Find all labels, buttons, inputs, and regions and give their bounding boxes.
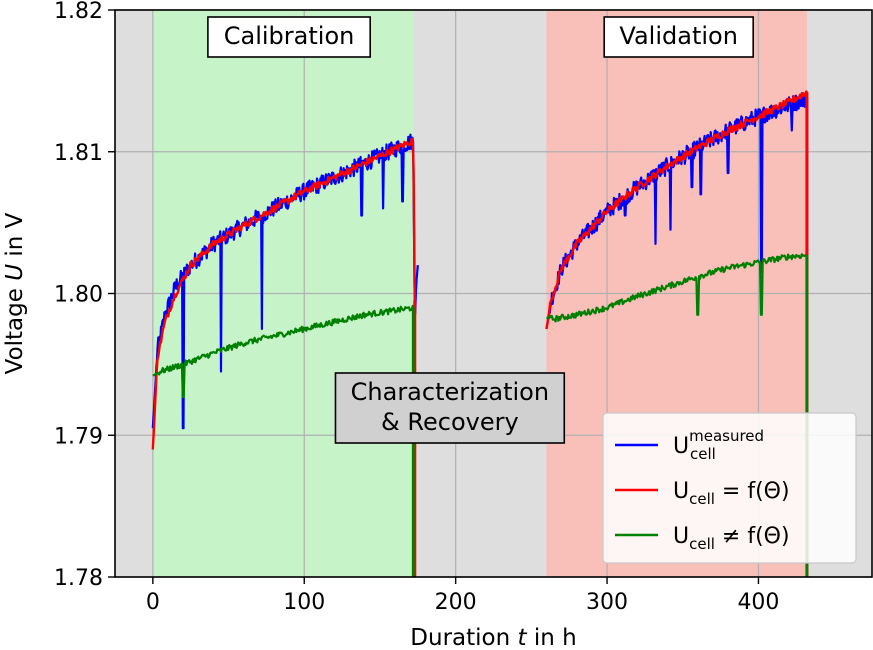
legend-label-0: Umeasured cell (673, 427, 764, 463)
legend-entry-0: Umeasured cell (615, 427, 764, 463)
region-label-0: Calibration (207, 16, 372, 58)
region-labels-layer: Calibration Characterization& Recovery Val… (207, 16, 754, 444)
legend-entry-2: Ucell ≠ f(Θ) (615, 524, 790, 553)
y-tick-label-2: 1.80 (54, 283, 103, 308)
region-label-1-line-1: & Recovery (381, 408, 519, 436)
region-label-0-box (207, 16, 372, 58)
legend-label-2: Ucell ≠ f(Θ) (673, 524, 790, 553)
region-label-2-box (603, 16, 754, 58)
region-label-1: Characterization& Recovery (334, 372, 566, 444)
region-label-1-box (334, 372, 566, 444)
x-tick-label-3: 300 (586, 590, 628, 615)
x-tick-label-1: 100 (283, 590, 325, 615)
legend: Umeasured cell Ucell = f(Θ) Ucell ≠ f(Θ) (602, 412, 857, 564)
y-tick-label-3: 1.81 (54, 141, 103, 166)
legend-entry-1: Ucell = f(Θ) (615, 479, 790, 508)
series-1-line (151, 90, 808, 450)
region-label-1-line-0: Characterization (351, 378, 549, 406)
region-label-2-line-0: Validation (619, 22, 738, 50)
region-label-2: Validation (603, 16, 754, 58)
legend-label-1: Ucell = f(Θ) (673, 479, 790, 508)
y-axis-label: Voltage U in V (2, 212, 28, 374)
x-tick-label-2: 200 (435, 590, 477, 615)
y-tick-label-4: 1.82 (54, 0, 103, 24)
axes-layer: 0 100 200 300 400 1.78 1.79 1.80 1.81 1.82 (54, 0, 873, 615)
region-label-0-line-0: Calibration (224, 22, 355, 50)
y-tick-label-0: 1.78 (54, 566, 103, 591)
x-tick-label-4: 400 (737, 590, 779, 615)
y-tick-label-1: 1.79 (54, 424, 103, 449)
legend-box (602, 412, 857, 564)
x-tick-label-0: 0 (146, 590, 160, 615)
series-2-line (152, 253, 808, 399)
x-axis-label: Duration t in h (410, 625, 576, 650)
